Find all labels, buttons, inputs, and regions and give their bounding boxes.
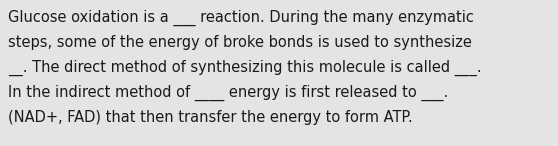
Text: steps, some of the energy of broke bonds is used to synthesize: steps, some of the energy of broke bonds… [8, 35, 472, 50]
Text: __. The direct method of synthesizing this molecule is called ___.: __. The direct method of synthesizing th… [8, 60, 482, 76]
Text: (NAD+, FAD) that then transfer the energy to form ATP.: (NAD+, FAD) that then transfer the energ… [8, 110, 413, 125]
Text: In the indirect method of ____ energy is first released to ___.: In the indirect method of ____ energy is… [8, 85, 448, 101]
Text: Glucose oxidation is a ___ reaction. During the many enzymatic: Glucose oxidation is a ___ reaction. Dur… [8, 10, 474, 26]
